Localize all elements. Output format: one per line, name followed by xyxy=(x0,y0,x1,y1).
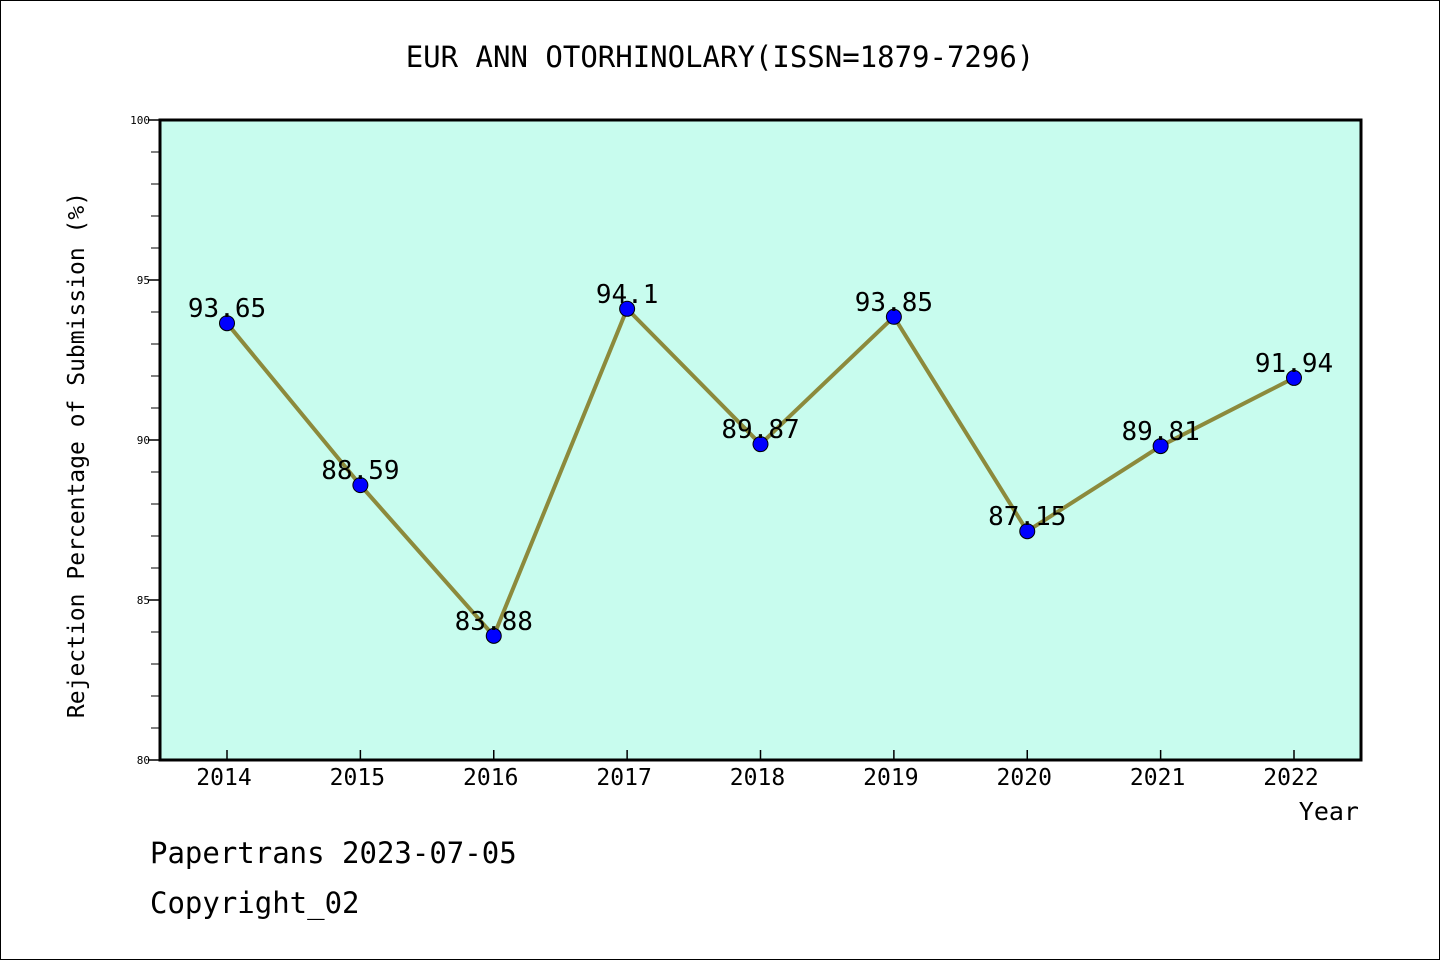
data-point xyxy=(485,627,502,644)
data-label: 89.87 xyxy=(721,415,799,445)
data-point xyxy=(352,477,369,494)
data-point xyxy=(219,315,235,332)
x-axis-label: Year xyxy=(1299,797,1359,826)
x-tick-label: 2017 xyxy=(596,765,651,791)
y-axis-label: Rejection Percentage of Submission (%) xyxy=(64,192,90,718)
x-tick-label: 2020 xyxy=(997,765,1052,791)
data-point xyxy=(619,300,636,317)
data-label: 83.88 xyxy=(455,607,533,637)
data-label: 93.85 xyxy=(855,288,933,318)
x-tick-label: 2014 xyxy=(196,765,251,791)
data-point xyxy=(1286,369,1302,386)
x-axis: 2014 2015 2016 2017 2018 2019 2020 2021 2022 xyxy=(196,750,1319,791)
x-tick-label: 2016 xyxy=(463,765,518,791)
data-point xyxy=(1152,438,1169,455)
x-tick-label: 2015 xyxy=(330,765,385,791)
x-tick-label: 2019 xyxy=(863,765,918,791)
y-tick-label: 100 xyxy=(130,114,150,127)
data-label: 88.59 xyxy=(321,456,399,486)
data-label: 93.65 xyxy=(188,294,266,324)
x-tick-label: 2021 xyxy=(1130,765,1185,791)
y-tick-label: 80 xyxy=(137,754,150,767)
y-tick-label: 85 xyxy=(137,594,150,607)
data-label: 87.15 xyxy=(988,502,1066,532)
y-tick-label: 90 xyxy=(137,434,150,447)
data-point xyxy=(1019,523,1036,540)
data-point xyxy=(752,436,769,453)
x-tick-label: 2022 xyxy=(1263,765,1318,791)
chart-title: EUR ANN OTORHINOLARY(ISSN=1879-7296) xyxy=(406,40,1035,74)
footer-copyright: Copyright_02 xyxy=(150,886,360,920)
data-point xyxy=(885,308,902,325)
x-tick-label: 2018 xyxy=(730,765,785,791)
y-tick-label: 95 xyxy=(137,274,150,287)
series-line-group: 93.65 88.59 83.88 94.1 89.87 93.85 87.15 89.81 9… xyxy=(188,280,1333,644)
data-label: 91.94 xyxy=(1255,349,1333,379)
data-label: 89.81 xyxy=(1121,417,1199,447)
data-label: 94.1 xyxy=(596,280,659,310)
y-axis: 80 85 90 95 100 xyxy=(130,114,160,767)
footer-date: Papertrans 2023-07-05 xyxy=(150,836,517,870)
